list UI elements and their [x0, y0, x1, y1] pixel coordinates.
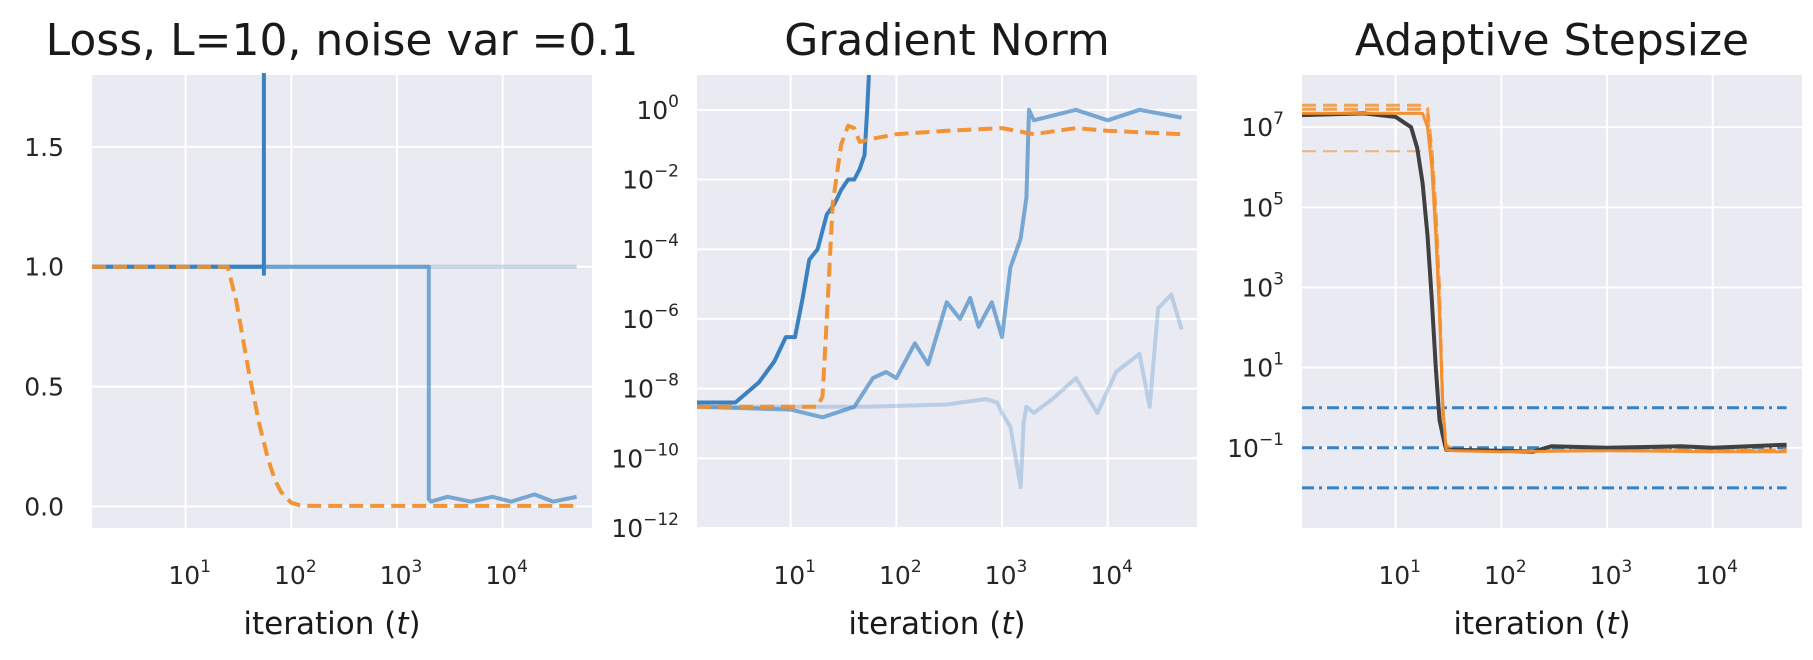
series-line-4 [697, 123, 1182, 409]
plot-area [1302, 75, 1802, 528]
series-group [92, 73, 578, 508]
y-tick-label: 10−6 [622, 301, 679, 334]
series-group [697, 74, 1184, 489]
x-tick-label: 104 [1695, 557, 1738, 590]
series-line-1 [697, 292, 1184, 489]
y-tick-label: 10−8 [622, 371, 679, 404]
y-tick-label: 10−4 [622, 231, 679, 264]
y-tick-label: 0.5 [24, 373, 64, 402]
x-tick-label: 101 [168, 557, 211, 590]
x-tick-label: 102 [274, 557, 317, 590]
panel-title: Loss, L=10, noise var =0.1 [46, 15, 639, 66]
panel-title: Adaptive Stepsize [1355, 15, 1749, 66]
x-axis-label: iteration (t) [848, 606, 1025, 642]
series-line-2 [92, 264, 578, 504]
plot-area [92, 75, 592, 528]
y-tick-label: 100 [636, 92, 679, 125]
x-tick-label: 103 [1590, 557, 1633, 590]
y-tick-label: 1.5 [24, 133, 64, 162]
y-tick-label: 103 [1241, 269, 1284, 302]
y-tick-label: 0.0 [24, 492, 64, 521]
series-line-7 [1302, 111, 1787, 454]
x-tick-label: 101 [773, 557, 816, 590]
x-tick-label: 103 [380, 557, 423, 590]
y-tick-label: 1.0 [24, 253, 64, 282]
y-tick-label: 105 [1241, 189, 1284, 222]
loss-panel: Loss, L=10, noise var =0.1 101 102 103 104 0.… [24, 15, 638, 642]
adaptive-stepsize-panel: Adaptive Stepsize 101 102 103 104 107 105 103 10… [1227, 15, 1802, 642]
x-tick-label: 104 [1090, 557, 1133, 590]
y-tick-label: 107 [1241, 109, 1284, 142]
x-tick-label: 103 [985, 557, 1028, 590]
y-tick-label: 10−10 [611, 440, 679, 473]
series-line-8 [1302, 111, 1787, 454]
x-tick-label: 101 [1378, 557, 1421, 590]
gradient-norm-panel: Gradient Norm 101 102 103 104 100 10−2 10−4 10−6… [611, 15, 1197, 642]
panel-title: Gradient Norm [784, 15, 1110, 66]
series-group [1302, 103, 1787, 490]
x-tick-label: 102 [1484, 557, 1527, 590]
series-line-2 [697, 107, 1182, 420]
x-axis-label: iteration (t) [243, 606, 420, 642]
series-line-4 [92, 264, 577, 508]
y-tick-label: 10−12 [611, 510, 679, 543]
x-tick-label: 104 [485, 557, 528, 590]
y-tick-label: 10−1 [1227, 430, 1284, 463]
y-tick-label: 10−2 [622, 162, 679, 195]
x-axis-label: iteration (t) [1453, 606, 1630, 642]
series-line-3 [697, 74, 871, 405]
x-tick-label: 102 [879, 557, 922, 590]
y-tick-label: 101 [1241, 350, 1284, 383]
